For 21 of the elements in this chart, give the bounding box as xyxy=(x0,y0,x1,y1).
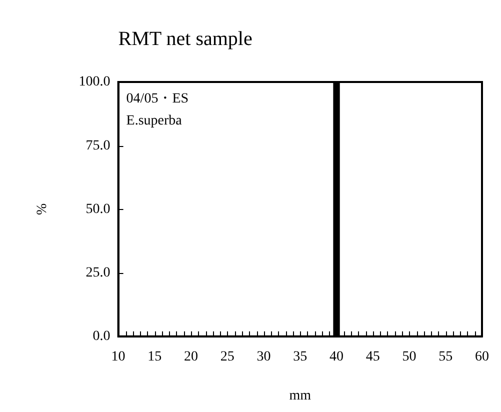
x-tick-label: 10 xyxy=(111,349,126,364)
x-tick-label: 40 xyxy=(330,349,344,364)
y-tick-label: 75.0 xyxy=(86,138,110,154)
y-axis-title: % xyxy=(35,203,50,216)
x-tick-label: 15 xyxy=(148,349,162,364)
x-tick-label: 45 xyxy=(366,349,380,364)
chart-title: RMT net sample xyxy=(118,28,252,50)
y-tick-label: 0.0 xyxy=(92,329,110,344)
y-tick-label: 25.0 xyxy=(86,265,110,280)
x-tick-label: 50 xyxy=(402,349,416,364)
x-tick-label: 35 xyxy=(293,349,308,364)
x-tick-label: 60 xyxy=(475,349,489,364)
y-tick-label: 50.0 xyxy=(86,202,110,217)
y-tick-label: 100.0 xyxy=(78,74,110,90)
x-axis-title: mm xyxy=(289,388,312,404)
annotation: E.superba xyxy=(126,114,183,129)
x-tick-label: 55 xyxy=(438,349,453,364)
x-tick-label: 25 xyxy=(220,349,234,364)
x-tick-label: 20 xyxy=(184,349,198,364)
annotation: 04/05・ES xyxy=(126,92,189,107)
x-tick-label: 30 xyxy=(256,349,271,364)
